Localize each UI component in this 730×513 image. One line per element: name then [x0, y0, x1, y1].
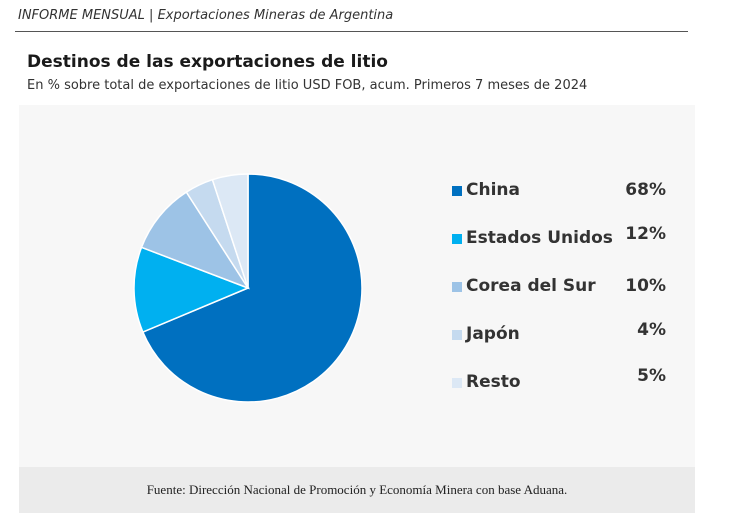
legend-label: Corea del Sur [466, 276, 596, 296]
legend-value: 4% [637, 320, 666, 340]
chart-subtitle: En % sobre total de exportaciones de lit… [27, 78, 588, 93]
legend-label: China [466, 180, 520, 200]
legend-label: Estados Unidos [466, 228, 613, 248]
legend-value: 10% [625, 276, 666, 296]
legend-value: 12% [625, 224, 666, 244]
legend-item-japon: Japón 4% [452, 320, 666, 346]
legend-swatch [452, 282, 462, 292]
legend-swatch [452, 186, 462, 196]
legend-value: 5% [637, 366, 666, 386]
legend-label: Japón [466, 324, 520, 344]
report-header: INFORME MENSUAL | Exportaciones Mineras … [18, 8, 394, 23]
source-note: Fuente: Dirección Nacional de Promoción … [19, 467, 695, 513]
legend-value: 68% [625, 180, 666, 200]
pie-slice-corea-del-sur [140, 191, 250, 290]
legend-item-resto: Resto 5% [452, 366, 666, 394]
legend-label: Resto [466, 372, 521, 392]
legend-item-corea-del-sur: Corea del Sur 10% [452, 276, 666, 298]
pie-slice-resto [211, 173, 249, 289]
legend-swatch [452, 378, 462, 388]
pie-slice-estados-unidos [133, 246, 251, 334]
legend-swatch [452, 234, 462, 244]
chart-title: Destinos de las exportaciones de litio [27, 52, 388, 72]
pie-slice-china [141, 173, 363, 403]
legend-swatch [452, 330, 462, 340]
legend-item-estados-unidos: Estados Unidos 12% [452, 224, 666, 250]
legend-item-china: China 68% [452, 180, 666, 202]
header-divider [15, 31, 688, 32]
